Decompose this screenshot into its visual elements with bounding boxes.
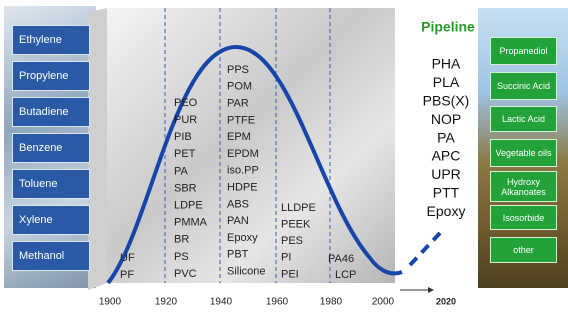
pipeline-item: PA (437, 129, 455, 145)
polymer-label: PA46 (328, 253, 354, 265)
pipeline-item: UPR (431, 166, 461, 182)
feedstock-box: Toluene (12, 169, 90, 199)
bio-box: Succinic Acid (490, 72, 557, 100)
pipeline-item: PLA (433, 74, 460, 90)
feedstock-box: Propylene (12, 61, 90, 91)
polymer-label: PAN (227, 215, 249, 227)
bio-box: Propanediol (490, 37, 557, 65)
polymer-label: PEEK (281, 219, 311, 231)
year-label: 1920 (155, 297, 178, 308)
pipeline-item: PBS(X) (423, 93, 470, 109)
polymer-label: PPS (227, 64, 249, 76)
polymer-label: PUR (174, 114, 197, 126)
polymer-label: PTFE (227, 114, 255, 126)
pipeline-item: Epoxy (427, 203, 466, 219)
polymer-label: POM (227, 81, 252, 93)
polymer-label: Epoxy (227, 232, 258, 244)
year-label: 1960 (266, 297, 289, 308)
polymer-label: PBT (227, 249, 249, 261)
polymer-label: PET (174, 148, 196, 160)
future-curve (410, 233, 440, 265)
polymer-label: PS (174, 251, 189, 263)
polymer-label: PF (120, 269, 134, 281)
pipeline-item: PHA (432, 56, 461, 72)
polymer-label: LLDPE (281, 202, 316, 214)
polymer-label: PI (281, 252, 291, 264)
polymer-label: LCP (335, 269, 356, 281)
polymer-label: ABS (227, 198, 249, 210)
polymer-label: PEO (174, 97, 198, 109)
pipeline-item: NOP (431, 111, 461, 127)
polymer-label: SBR (174, 182, 197, 194)
pipeline-title: Pipeline (421, 19, 475, 35)
bio-box: Hydroxy Alkanoates (490, 171, 557, 202)
year-label: 2000 (372, 297, 395, 308)
year-label: 2020 (436, 296, 456, 306)
polymer-label: Silicone (227, 266, 266, 278)
polymer-label: PAR (227, 98, 249, 110)
feedstock-box: Xylene (12, 205, 90, 235)
arrow-head (428, 287, 434, 293)
polymer-label: iso.PP (227, 165, 259, 177)
polymer-label: UF (120, 252, 135, 264)
polymer-label: EPM (227, 131, 251, 143)
polymer-label: PEI (281, 268, 299, 280)
polymer-label: PVC (174, 268, 197, 280)
bio-box: Isosorbide (490, 205, 557, 230)
polymer-label: PES (281, 235, 303, 247)
polymer-label: PIB (174, 131, 192, 143)
feedstock-box: Methanol (12, 241, 90, 271)
year-label: 1900 (99, 297, 122, 308)
side-panel (88, 8, 107, 290)
feedstock-box: Ethylene (12, 25, 90, 55)
polymer-label: BR (174, 234, 189, 246)
polymer-label: EPDM (227, 148, 259, 160)
bio-box: Vegetable oils (490, 139, 557, 167)
polymer-label: LDPE (174, 200, 203, 212)
feedstock-box: Benzene (12, 133, 90, 163)
infographic: 1900 1920 1940 1960 1980 2000 2020 UF PF PEO PUR PI… (0, 0, 568, 313)
polymer-label: PA (174, 165, 189, 177)
polymer-label: PMMA (174, 217, 208, 229)
pipeline-item: PTT (433, 185, 460, 201)
bio-box: other (490, 237, 557, 263)
year-label: 1980 (320, 297, 343, 308)
year-label: 1940 (210, 297, 233, 308)
pipeline-item: APC (432, 148, 461, 164)
feedstock-box: Butadiene (12, 97, 90, 127)
polymer-label: HDPE (227, 182, 258, 194)
bio-box: Lactic Acid (490, 106, 557, 132)
